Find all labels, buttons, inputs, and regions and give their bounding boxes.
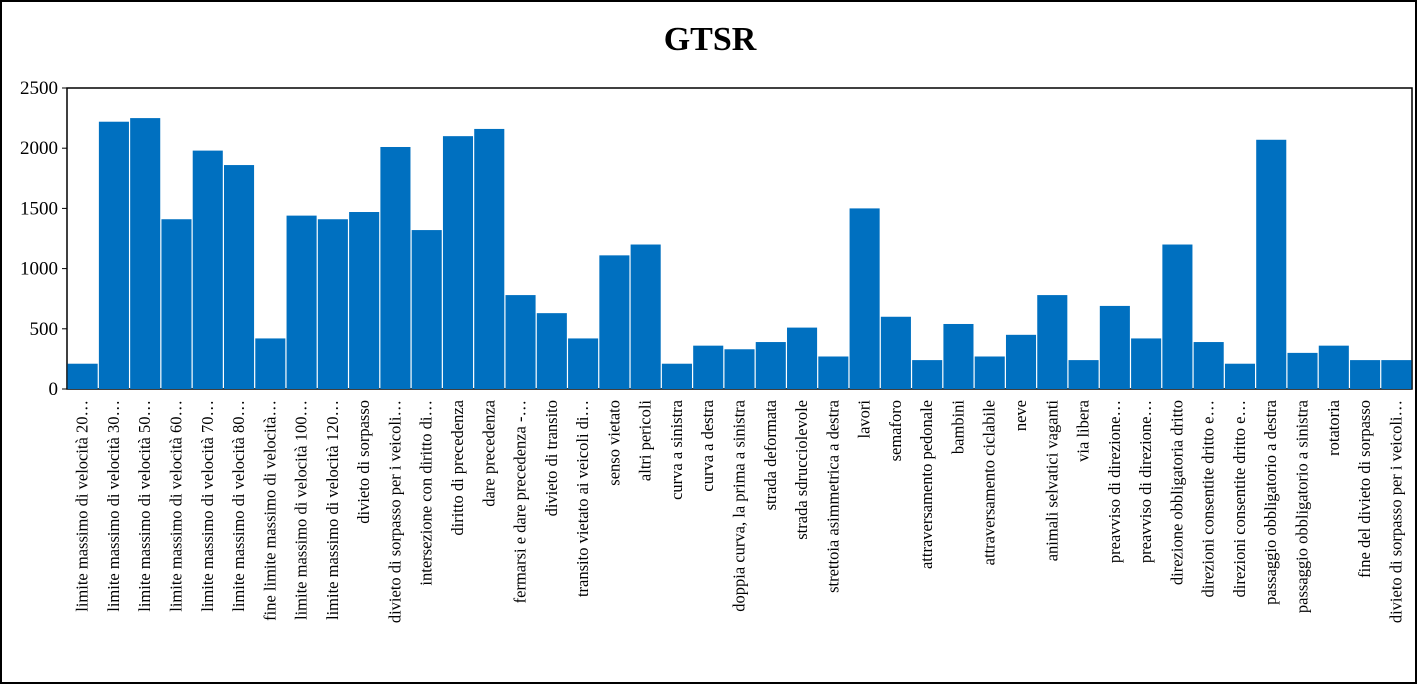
x-tick-label: curva a destra [698,399,717,491]
bar [67,363,98,389]
bar [693,345,724,389]
bar [1224,363,1256,389]
x-tick-label: lavori [855,400,874,439]
x-tick-label: limite massimo di velocità 120… [323,400,342,620]
x-tick-label: semaforo [886,400,905,461]
x-tick-label: preavviso di direzione… [1136,400,1155,563]
x-tick-label: limite massimo di velocità 20… [73,400,92,612]
bar [1287,352,1318,389]
x-tick-label: strada sdrucciolevole [792,400,811,540]
bar [349,212,380,389]
x-tick-label: direzioni consentite dritto e… [1199,400,1218,597]
x-tick-label: divieto di sorpasso [354,400,373,524]
bar [755,342,786,389]
x-tick-label: doppia curva, la prima a sinistra [730,399,749,611]
bar [568,338,599,389]
bars-group [67,118,1412,389]
x-tick-label: bambini [948,400,967,454]
bar [1350,360,1381,389]
bar [161,219,192,389]
bar [192,150,223,389]
bar [474,128,505,389]
x-tick-label: passaggio obbligatorio a destra [1261,399,1280,605]
x-tick-label: curva a sinistra [667,399,686,500]
x-tick-label: intersezione con diritto di… [417,400,436,586]
x-tick-label: limite massimo di velocità 60… [166,400,185,612]
x-tick-label: strettoia asimmetrica a destra [823,399,842,593]
x-tick-label: rotatoria [1324,399,1343,456]
y-tick-label: 2000 [20,138,58,159]
bar [536,313,567,389]
bar [442,136,474,389]
x-tick-label: senso vietato [604,400,623,486]
bar [98,121,129,389]
y-axis-ticks: 0 500 1000 1500 2000 2500 [20,78,67,400]
x-tick-label: animali selvatici vaganti [1042,400,1061,562]
y-tick-label: 500 [30,319,59,340]
bar [787,327,818,389]
bar [286,215,317,389]
x-tick-label: transito vietato ai veicoli di… [573,400,592,597]
bar [1193,342,1224,389]
bar [1131,338,1162,389]
x-tick-label: limite massimo di velocità 30… [104,400,123,612]
x-axis-ticks: limite massimo di velocità 20… limite mas… [73,399,1406,623]
bar [1099,305,1130,389]
x-tick-label: limite massimo di velocità 100… [292,400,311,620]
x-tick-label: direzione obbligatoria dritto [1167,400,1186,585]
bar [1068,360,1099,389]
y-tick-label: 1000 [20,259,58,280]
x-tick-label: altri pericoli [636,400,655,482]
bar [912,360,943,389]
x-tick-label: dare precedenza [479,399,498,506]
bar [1381,360,1412,389]
bar [1256,139,1287,389]
bar [130,118,161,389]
bar [255,338,286,389]
x-tick-label: diritto di precedenza [448,399,467,535]
bar [599,255,630,389]
x-tick-label: fine del divieto di sorpasso [1355,400,1374,578]
bar [880,316,911,389]
x-tick-label: direzioni consentite dritto e… [1230,400,1249,597]
bar [1318,345,1349,389]
y-tick-label: 0 [49,379,59,400]
bar [1005,334,1037,389]
x-tick-label: limite massimo di velocità 70… [198,400,217,612]
y-tick-label: 1500 [20,198,58,219]
x-tick-label: divieto di sorpasso per i veicoli… [1386,400,1405,623]
x-tick-label: preavviso di direzione… [1105,400,1124,563]
x-tick-label: neve [1011,400,1030,431]
bar [1037,295,1068,389]
bar [849,208,880,389]
x-tick-label: limite massimo di velocità 80… [229,400,248,612]
bar [818,356,849,389]
bar [943,323,974,389]
x-tick-label: via libera [1074,399,1093,462]
x-tick-label: fine limite massimo di velocità… [260,400,279,621]
bar [380,146,411,389]
bar [411,230,442,389]
x-tick-label: attraversamento ciclabile [980,400,999,565]
bar [661,363,692,389]
bar [724,349,755,389]
bar [1162,244,1193,389]
y-tick-label: 2500 [20,78,58,99]
bar [974,356,1005,389]
x-tick-label: divieto di sorpasso per i veicoli… [385,400,404,623]
x-tick-label: limite massimo di velocità 50… [135,400,154,612]
x-tick-label: divieto di transito [542,400,561,516]
bar [505,295,536,389]
x-tick-label: strada deformata [761,399,780,510]
x-tick-label: passaggio obbligatorio a sinistra [1293,399,1312,613]
chart-title: GTSR [664,21,757,58]
bar [630,244,661,389]
x-tick-label: fermarsi e dare precedenza -… [511,400,530,603]
bar [317,219,348,389]
bar [223,165,255,389]
x-tick-label: attraversamento pedonale [917,400,936,569]
